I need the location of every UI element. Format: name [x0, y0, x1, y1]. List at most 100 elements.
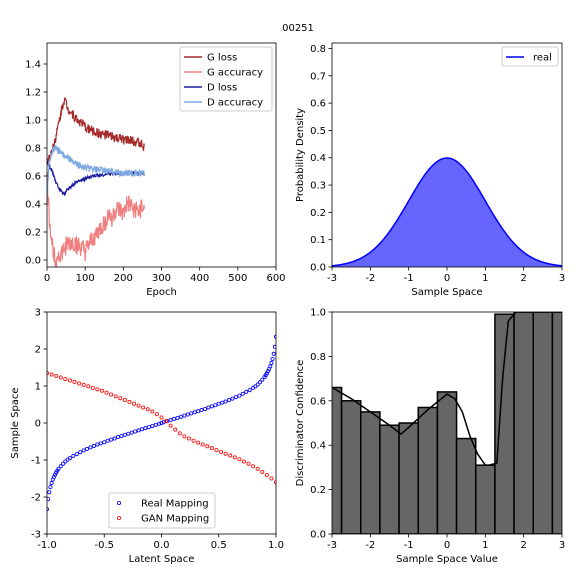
density-fill-real: [332, 158, 562, 267]
point-real-mapping: [88, 445, 93, 450]
y-tick-label: 0.2: [25, 228, 41, 239]
point-real-mapping: [185, 412, 190, 417]
legend: Real Mapping GAN Mapping: [108, 492, 216, 529]
y-tick-label: 0.2: [310, 208, 326, 219]
point-real-mapping: [122, 432, 127, 437]
point-gan-mapping: [95, 387, 100, 392]
point-gan-mapping: [109, 392, 114, 397]
confidence-bar: [417, 406, 439, 534]
point-real-mapping: [240, 391, 245, 396]
x-tick-label: 100: [76, 273, 95, 284]
point-gan-mapping: [67, 378, 72, 383]
confidence-bar: [551, 312, 562, 534]
point-gan-mapping: [237, 457, 242, 462]
point-gan-mapping: [205, 444, 210, 449]
point-real-mapping: [61, 461, 66, 466]
series-line-d-accuracy: [47, 144, 145, 198]
x-tick-label: 600: [266, 273, 285, 284]
chart-discriminator: -3 -2 -1 0 1 2 3 0.0 0.2 0.4 0.6 0.8 1.0 Sample Space…: [295, 308, 565, 566]
point-gan-mapping: [159, 415, 164, 420]
point-gan-mapping: [168, 423, 173, 428]
y-tick-label: 0.6: [310, 99, 326, 110]
x-tick-label: 500: [228, 273, 247, 284]
point-real-mapping: [74, 452, 79, 457]
point-gan-mapping: [191, 438, 196, 443]
point-gan-mapping: [223, 451, 228, 456]
point-gan-mapping: [49, 372, 54, 377]
y-tick-label: 0: [35, 419, 41, 430]
point-gan-mapping: [81, 382, 86, 387]
point-real-mapping: [199, 408, 204, 413]
point-real-mapping: [78, 450, 83, 455]
point-real-mapping: [220, 400, 225, 405]
point-real-mapping: [143, 426, 148, 431]
point-real-mapping: [196, 409, 201, 414]
legend-label: G accuracy: [207, 68, 263, 79]
point-gan-mapping: [118, 396, 123, 401]
legend-box: [108, 492, 216, 529]
legend-box: [501, 46, 559, 67]
point-gan-mapping: [269, 476, 274, 481]
point-real-mapping: [129, 430, 134, 435]
y-tick-label: 0.8: [25, 144, 41, 155]
x-tick-label: 200: [114, 273, 133, 284]
x-axis-label: Sample Space Value: [396, 554, 498, 565]
chart-mapping: -1.0 -0.5 0.0 0.5 1.0 -3 -2 -1 0 1 2 3 Latent Space S…: [10, 308, 284, 566]
point-gan-mapping: [260, 469, 265, 474]
point-real-mapping: [49, 480, 54, 485]
point-gan-mapping: [113, 394, 118, 399]
x-axis-label: Latent Space: [129, 554, 195, 565]
point-gan-mapping: [164, 419, 169, 424]
x-tick-label: 2: [520, 540, 526, 551]
point-gan-mapping: [186, 436, 191, 441]
point-real-mapping: [213, 403, 218, 408]
point-real-mapping: [233, 395, 238, 400]
point-real-mapping: [272, 344, 276, 349]
point-real-mapping: [255, 382, 260, 387]
y-tick-label: 0.4: [25, 200, 41, 211]
y-tick-label: 0.0: [310, 263, 326, 274]
y-tick-label: 2: [35, 345, 41, 356]
point-real-mapping: [269, 361, 274, 366]
x-tick-label: 2: [520, 273, 526, 284]
point-real-mapping: [119, 433, 124, 438]
confidence-bar: [360, 411, 381, 534]
y-tick-label: 0.5: [310, 126, 326, 137]
point-real-mapping: [133, 429, 138, 434]
x-tick-label: -3: [327, 540, 337, 551]
confidence-bar: [455, 437, 477, 534]
point-real-mapping: [81, 448, 86, 453]
point-real-mapping: [112, 436, 117, 441]
legend-box: [179, 46, 273, 112]
point-gan-mapping: [209, 446, 214, 451]
legend-label: G loss: [207, 53, 237, 64]
y-axis-label: Discriminator Confidence: [295, 360, 306, 487]
point-real-mapping: [48, 485, 53, 490]
x-tick-label: 0: [444, 273, 450, 284]
y-tick-label: 0.8: [310, 44, 326, 55]
point-real-mapping: [102, 440, 107, 445]
y-tick-label: 0.2: [310, 485, 326, 496]
point-real-mapping: [56, 466, 61, 471]
point-gan-mapping: [177, 431, 182, 436]
point-gan-mapping: [173, 427, 178, 432]
y-tick-label: 0.8: [310, 352, 326, 363]
point-gan-mapping: [200, 442, 205, 447]
x-tick-label: 0.5: [211, 540, 227, 551]
point-real-mapping: [192, 410, 197, 415]
y-tick-label: 0.0: [25, 256, 41, 267]
point-real-mapping: [268, 364, 273, 369]
point-real-mapping: [98, 441, 103, 446]
x-tick-label: -2: [365, 540, 375, 551]
point-gan-mapping: [58, 375, 63, 380]
plot-area-losses: [47, 96, 145, 267]
point-real-mapping: [182, 413, 187, 418]
confidence-curve: [332, 312, 562, 466]
point-real-mapping: [153, 422, 158, 427]
point-gan-mapping: [182, 434, 187, 439]
point-real-mapping: [271, 351, 276, 356]
legend-label: D accuracy: [207, 98, 263, 109]
point-real-mapping: [47, 490, 52, 495]
point-gan-mapping: [246, 461, 251, 466]
